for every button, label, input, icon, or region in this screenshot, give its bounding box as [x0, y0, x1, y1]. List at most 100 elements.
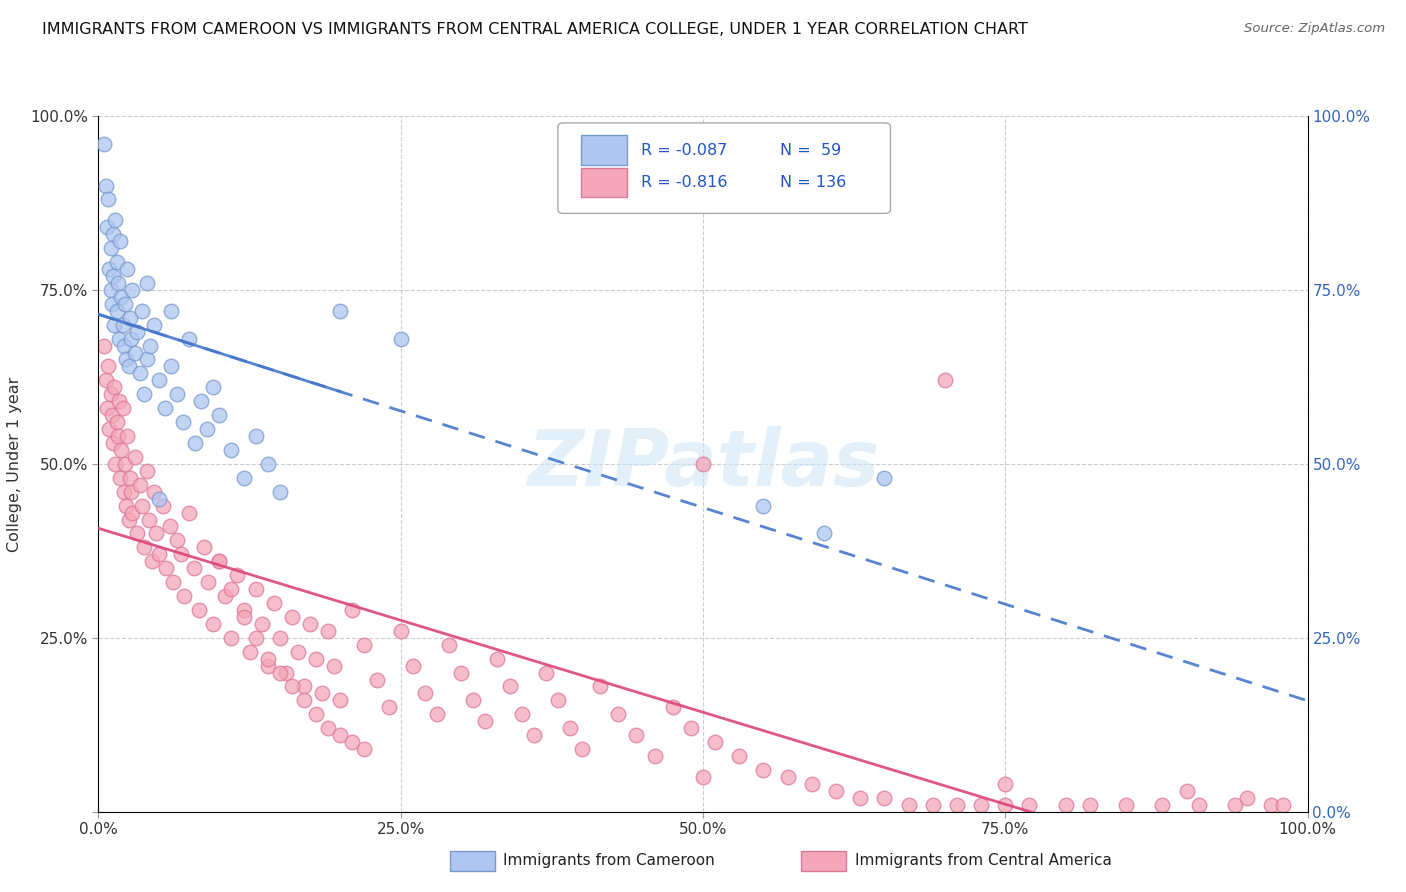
- Point: [110, 290, 132, 304]
- Point: [131, 303, 153, 318]
- Point: [921, 797, 943, 812]
- Point: [159, 519, 181, 533]
- Point: [305, 707, 328, 722]
- Text: IMMIGRANTS FROM CAMEROON VS IMMIGRANTS FROM CENTRAL AMERICA COLLEGE, UNDER 1 YEA: IMMIGRANTS FROM CAMEROON VS IMMIGRANTS F…: [42, 22, 1028, 37]
- Point: [105, 255, 128, 269]
- Point: [329, 728, 352, 742]
- Point: [269, 665, 291, 680]
- Point: [101, 436, 124, 450]
- FancyBboxPatch shape: [558, 123, 890, 213]
- Point: [208, 408, 231, 422]
- Point: [342, 735, 364, 749]
- Point: [103, 318, 125, 332]
- Point: [98, 422, 121, 436]
- Point: [389, 332, 412, 346]
- Point: [692, 770, 714, 784]
- Text: R = -0.087: R = -0.087: [641, 143, 728, 158]
- Point: [124, 450, 146, 464]
- Point: [162, 575, 184, 590]
- Point: [153, 401, 176, 416]
- Point: [463, 693, 485, 707]
- Point: [127, 526, 149, 541]
- Point: [256, 457, 278, 471]
- Point: [571, 742, 593, 756]
- Point: [281, 680, 304, 694]
- Point: [120, 484, 142, 499]
- Point: [232, 471, 254, 485]
- Point: [752, 499, 775, 513]
- Text: ZIPatlas: ZIPatlas: [527, 425, 879, 502]
- Point: [263, 596, 285, 610]
- Point: [221, 631, 243, 645]
- Point: [105, 303, 128, 318]
- Point: [166, 387, 188, 401]
- Point: [138, 512, 160, 526]
- Point: [145, 526, 167, 541]
- Point: [800, 777, 823, 791]
- Point: [1175, 784, 1198, 798]
- Point: [1152, 797, 1174, 812]
- Point: [118, 359, 141, 374]
- Point: [118, 310, 141, 325]
- Point: [135, 464, 157, 478]
- Point: [105, 415, 128, 429]
- Text: R = -0.816: R = -0.816: [641, 175, 728, 190]
- Point: [692, 457, 714, 471]
- Point: [104, 457, 127, 471]
- Point: [143, 484, 166, 499]
- Point: [101, 227, 124, 242]
- Point: [214, 589, 236, 603]
- Point: [274, 665, 297, 680]
- Point: [93, 338, 115, 352]
- Point: [100, 283, 122, 297]
- Point: [589, 680, 612, 694]
- Point: [96, 220, 118, 235]
- Point: [155, 561, 177, 575]
- Point: [644, 749, 666, 764]
- Point: [134, 387, 156, 401]
- Point: [897, 797, 920, 812]
- Point: [523, 728, 546, 742]
- Point: [111, 318, 134, 332]
- Point: [166, 533, 188, 548]
- Point: [292, 693, 315, 707]
- Point: [100, 387, 122, 401]
- Point: [269, 484, 291, 499]
- Point: [281, 610, 304, 624]
- Point: [269, 631, 291, 645]
- Point: [148, 547, 170, 561]
- Point: [187, 603, 209, 617]
- Point: [1236, 790, 1258, 805]
- Point: [305, 651, 328, 665]
- Point: [96, 401, 118, 416]
- Point: [104, 213, 127, 227]
- Point: [287, 645, 309, 659]
- Point: [239, 645, 262, 659]
- Point: [232, 610, 254, 624]
- Point: [100, 297, 122, 311]
- Point: [114, 297, 136, 311]
- Point: [450, 665, 472, 680]
- Point: [114, 457, 136, 471]
- Point: [353, 742, 375, 756]
- Point: [100, 408, 122, 422]
- Point: [946, 797, 969, 812]
- Point: [825, 784, 848, 798]
- Point: [173, 589, 195, 603]
- Point: [197, 575, 219, 590]
- Text: Immigrants from Central America: Immigrants from Central America: [855, 854, 1112, 868]
- Point: [98, 262, 121, 277]
- Point: [366, 673, 388, 687]
- Point: [103, 380, 125, 394]
- Point: [970, 797, 993, 812]
- Point: [134, 541, 156, 555]
- Point: [172, 415, 194, 429]
- Point: [994, 777, 1017, 791]
- Point: [117, 429, 139, 443]
- Point: [498, 680, 520, 694]
- Point: [118, 471, 141, 485]
- Point: [245, 582, 267, 596]
- Point: [250, 616, 273, 631]
- Point: [108, 332, 131, 346]
- Point: [94, 178, 117, 193]
